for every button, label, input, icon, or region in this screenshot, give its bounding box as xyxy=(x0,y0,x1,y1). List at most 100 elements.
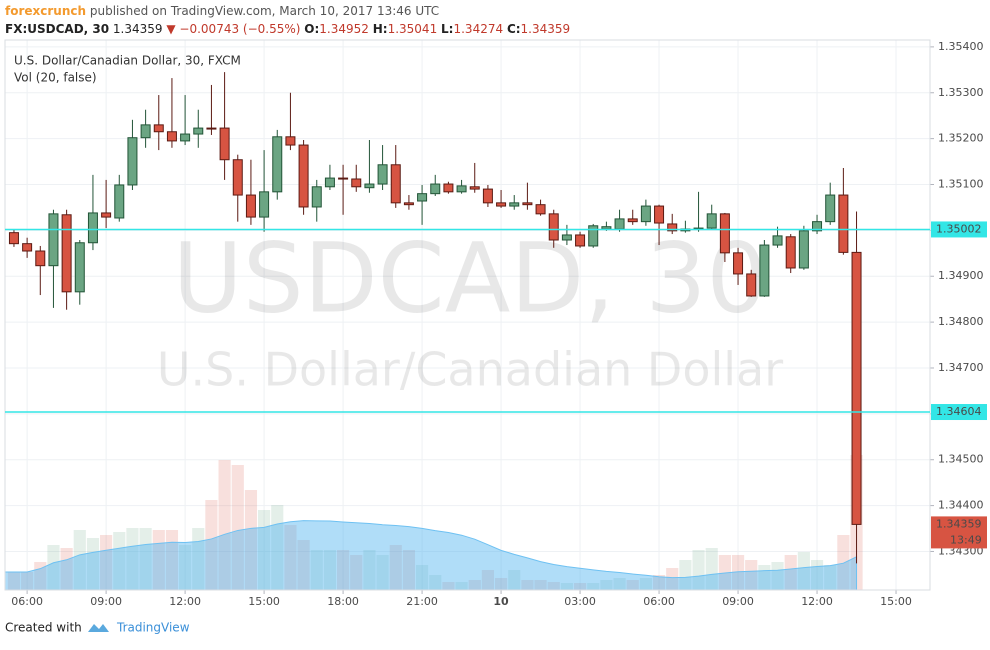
candle-body xyxy=(772,235,783,246)
volume-bar xyxy=(192,528,205,590)
candle-body xyxy=(627,218,638,223)
ohlc-value: 1.35041 xyxy=(388,22,438,36)
volume-bar xyxy=(521,580,534,590)
candle-body xyxy=(733,252,744,275)
candle-body xyxy=(654,205,665,224)
candle-body xyxy=(509,202,520,207)
watermark: U.S. Dollar/Canadian Dollar xyxy=(157,343,783,397)
volume-bar xyxy=(139,528,152,590)
candle-body xyxy=(206,127,217,130)
volume-bar xyxy=(271,505,284,590)
volume-bar xyxy=(152,530,165,590)
plot-frame xyxy=(4,39,931,591)
ohlc-label: H: xyxy=(373,22,388,36)
volume-bar xyxy=(587,583,600,590)
candle-body xyxy=(153,124,164,133)
volume-bar xyxy=(745,560,758,590)
y-tick-label: 1.35100 xyxy=(938,177,984,190)
volume-bar xyxy=(731,555,745,590)
x-tick-label: 21:00 xyxy=(406,595,438,608)
candle-body xyxy=(430,183,441,195)
x-tick-label: 09:00 xyxy=(90,595,122,608)
watermark: USDCAD, 30 xyxy=(173,222,768,334)
axes: 1.343001.344001.345001.346001.347001.348… xyxy=(4,39,987,608)
candle-body xyxy=(140,124,151,139)
volume-bar xyxy=(415,565,429,590)
candle-body xyxy=(166,131,177,142)
price-tag-label: 1.34604 xyxy=(936,405,982,418)
publisher[interactable]: forexcrunch xyxy=(5,4,86,18)
candle-body xyxy=(838,194,849,253)
ohlc-label: C: xyxy=(507,22,521,36)
volume-bar xyxy=(350,555,363,590)
candle-body xyxy=(535,204,546,215)
header-line: forexcrunch published on TradingView.com… xyxy=(5,4,439,18)
ohlc-value: 1.34952 xyxy=(319,22,369,36)
volume-bar xyxy=(784,555,797,590)
last-price-tag xyxy=(931,516,987,549)
candle-body xyxy=(272,136,283,193)
last-price-label: 1.34359 xyxy=(936,517,982,530)
y-tick-label: 1.34700 xyxy=(938,361,984,374)
volume-bar xyxy=(639,578,652,590)
candle-layer xyxy=(8,72,862,564)
volume-bar xyxy=(218,460,231,590)
y-tick-label: 1.34800 xyxy=(938,315,984,328)
ohlc-label: O: xyxy=(304,22,319,36)
volume-bar xyxy=(679,560,692,590)
last: 1.34359 xyxy=(113,22,163,36)
candle-body xyxy=(825,194,836,223)
candle-body xyxy=(390,164,401,204)
volume-bar xyxy=(113,532,126,590)
volume-bar xyxy=(547,582,560,590)
volume-bar xyxy=(337,550,350,590)
volume-bar xyxy=(797,552,810,590)
candle-body xyxy=(469,186,480,190)
volume-bar xyxy=(810,560,824,590)
legend-title: U.S. Dollar/Canadian Dollar, 30, FXCM xyxy=(14,54,241,68)
candle-body xyxy=(640,205,651,223)
candle-body xyxy=(588,225,599,247)
candle-body xyxy=(812,221,823,232)
candle-body xyxy=(61,214,72,293)
candle-body xyxy=(522,202,533,206)
footer-text: Created with xyxy=(5,621,82,635)
candle-body xyxy=(298,144,309,208)
x-tick-label: 09:00 xyxy=(722,595,754,608)
x-tick-label: 03:00 xyxy=(564,595,596,608)
candle-body xyxy=(561,234,572,241)
candle-body xyxy=(364,183,375,189)
candle-body xyxy=(601,226,612,230)
change: ▼ −0.00743 (−0.55%) xyxy=(166,22,300,36)
volume-bar xyxy=(165,530,179,590)
volume-bar xyxy=(126,528,139,590)
volume-bar xyxy=(573,583,587,590)
y-tick-label: 1.34500 xyxy=(938,453,984,466)
volume-bar xyxy=(21,572,34,590)
price-tag xyxy=(931,221,987,238)
volume-bar xyxy=(244,490,258,590)
countdown: 13:49 xyxy=(950,533,982,546)
candle-body xyxy=(759,244,770,297)
candle-body xyxy=(785,236,796,269)
price-tag-label: 1.35002 xyxy=(936,222,982,235)
candle-body xyxy=(496,202,507,207)
volume-bar xyxy=(100,535,113,590)
candle-body xyxy=(87,212,98,244)
y-tick-label: 1.34400 xyxy=(938,499,984,512)
volume-bar xyxy=(231,465,244,590)
candle-body xyxy=(193,127,204,135)
volume-bar xyxy=(718,555,731,590)
volume-ma xyxy=(4,520,858,591)
footer-brand[interactable]: TradingView xyxy=(116,621,190,635)
volume-bar xyxy=(494,578,508,590)
symbol: FX:USDCAD, 30 xyxy=(5,22,109,36)
candle-body xyxy=(219,127,230,161)
volume-bar xyxy=(258,510,271,590)
candle-body xyxy=(114,184,125,219)
ohlc-value: 1.34274 xyxy=(453,22,503,36)
volume-bar xyxy=(626,580,639,590)
candle-body xyxy=(285,136,296,146)
candle-body xyxy=(232,159,243,196)
